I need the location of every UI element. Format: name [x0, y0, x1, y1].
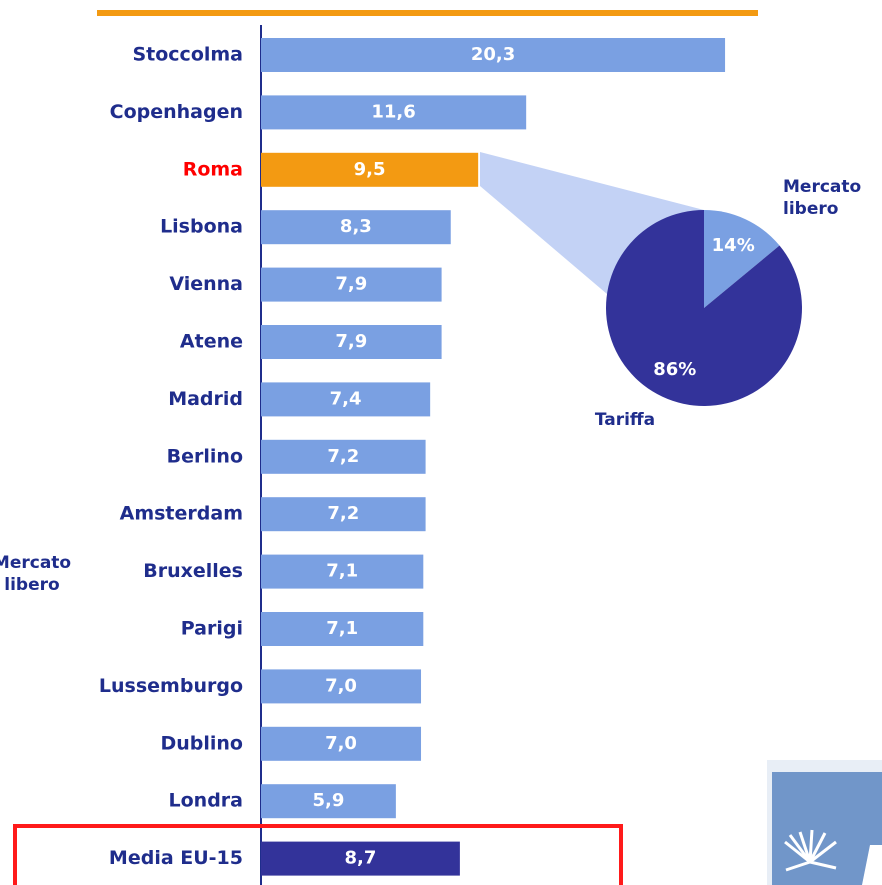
- pie-category-label: Mercato libero: [783, 177, 861, 219]
- bar: [261, 38, 726, 72]
- pie-slice: [704, 210, 780, 308]
- bar: [261, 612, 424, 646]
- bar: [261, 497, 426, 532]
- category-label: Roma: [183, 158, 243, 180]
- category-label: Dublino: [160, 732, 243, 754]
- category-label: Bruxelles: [143, 560, 243, 582]
- value-label: 7,0: [325, 675, 357, 696]
- pie-connector: [480, 152, 704, 294]
- bar: [261, 152, 479, 187]
- category-label: Amsterdam: [120, 503, 243, 525]
- bar: [261, 210, 451, 245]
- category-label: Stoccolma: [132, 44, 243, 66]
- value-label: 9,5: [354, 159, 386, 180]
- category-label: Berlino: [167, 445, 243, 467]
- value-label: 5,9: [312, 790, 344, 811]
- value-label: 20,3: [471, 44, 515, 65]
- title-rule: [97, 10, 758, 16]
- value-label: 7,1: [326, 561, 358, 582]
- highlight-box: [13, 824, 623, 885]
- bar: [261, 325, 442, 359]
- pie-value-label: 14%: [712, 235, 755, 256]
- category-label: Madrid: [168, 388, 243, 410]
- value-label: 7,9: [335, 274, 367, 295]
- pie-value-label: 86%: [653, 359, 696, 380]
- bar: [261, 95, 527, 130]
- bar: [261, 669, 422, 704]
- category-label: Atene: [180, 331, 243, 353]
- value-label: 7,1: [326, 618, 358, 639]
- bar: [261, 439, 426, 474]
- value-label: 8,7: [344, 848, 376, 869]
- bar: [261, 382, 431, 417]
- category-label: Media EU-15: [109, 847, 243, 869]
- logo: [767, 760, 882, 885]
- value-label: 7,2: [327, 446, 359, 467]
- category-label: Lisbona: [160, 216, 243, 238]
- bar: [261, 841, 460, 876]
- value-label: 7,9: [335, 331, 367, 352]
- category-label: Copenhagen: [110, 101, 243, 123]
- value-label: 7,4: [330, 388, 362, 409]
- bar: [261, 784, 396, 819]
- category-label: Parigi: [181, 618, 243, 640]
- category-label: Londra: [169, 790, 243, 812]
- pie-category-label: Tariffa: [595, 410, 655, 430]
- bar: [261, 726, 422, 761]
- value-label: 11,6: [371, 101, 415, 122]
- value-label: 7,0: [325, 733, 357, 754]
- pie-slice: [606, 210, 802, 406]
- bar: [261, 267, 442, 302]
- annotation: Mercato libero: [0, 553, 71, 595]
- bar: [261, 554, 424, 589]
- category-label: Vienna: [169, 273, 243, 295]
- category-label: Lussemburgo: [99, 675, 243, 697]
- value-label: 8,3: [340, 216, 372, 237]
- value-label: 7,2: [327, 503, 359, 524]
